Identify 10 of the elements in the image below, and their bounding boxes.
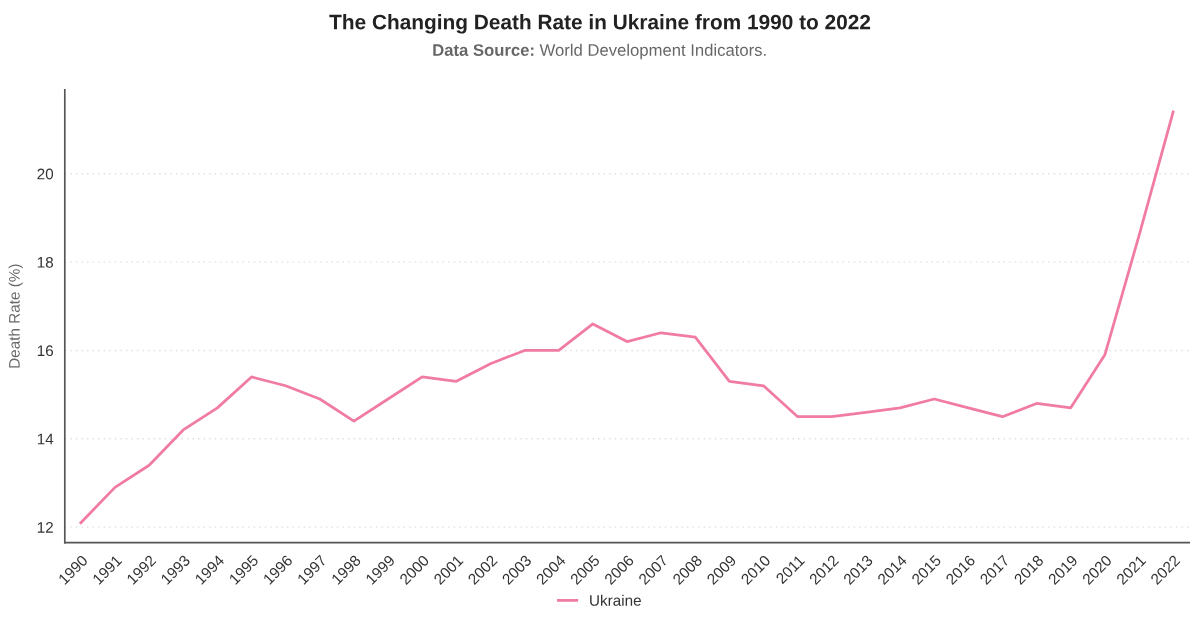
chart-subtitle: Data Source: World Development Indicators. [433, 43, 766, 60]
line-series [79, 110, 1175, 525]
y-tick-label: 18 [37, 256, 54, 268]
y-axis-title: Death Rate (%) [8, 264, 23, 368]
y-tick-label: 14 [37, 433, 54, 445]
y-tick-label: 20 [37, 168, 54, 180]
chart-title: The Changing Death Rate in Ukraine from 1990 to 2022 [329, 14, 871, 34]
y-tick-label: 12 [37, 522, 53, 533]
legend-label: Ukraine [590, 594, 641, 606]
y-tick-label: 16 [37, 345, 54, 357]
